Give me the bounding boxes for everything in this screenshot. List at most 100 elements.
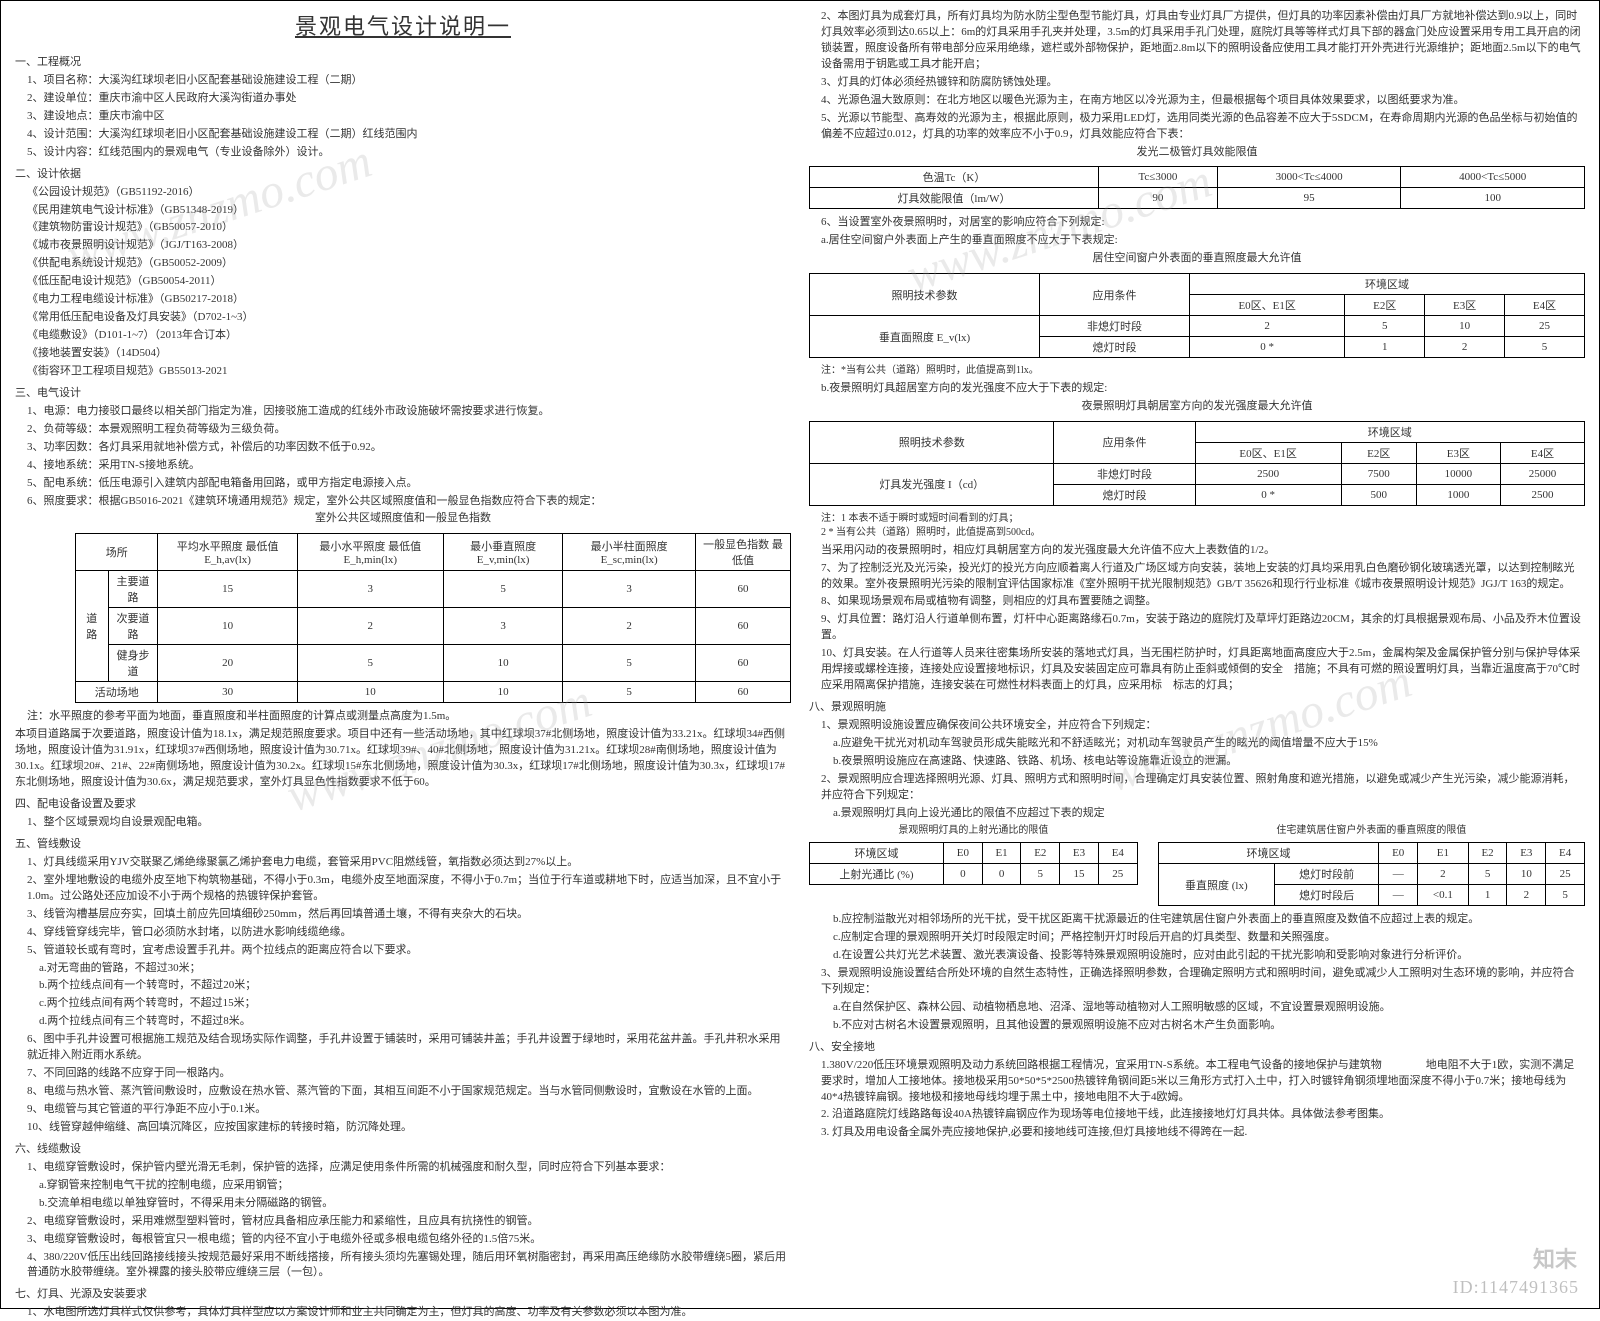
td: 10 xyxy=(1507,864,1546,885)
td: 95 xyxy=(1217,188,1401,209)
th: 最小半柱面照度 E_sc,min(lx) xyxy=(563,534,696,571)
road-para: 本项目道路属于次要道路，照度设计值为18.1x，满足规范照度要求。项目中还有一些… xyxy=(15,727,791,791)
l: 7、为了控制泛光及光污染，投光灯的投光方向应顺着离人行道及广场区域方向安装，装地… xyxy=(821,561,1585,593)
l: 1、电缆穿管敷设时，保护管内壁光滑无毛刺，保护管的选择，应满足使用条件所需的机械… xyxy=(27,1160,791,1176)
ref: 《电缆敷设》（D101-1~7）（2013年合订本） xyxy=(27,328,791,344)
td: 熄灯时段 xyxy=(1054,484,1195,505)
td: 3 xyxy=(297,571,443,608)
ref: 《建筑物防雷设计规范》（GB50057-2010） xyxy=(27,220,791,236)
l: 3、功率因数：各灯具采用就地补偿方式，补偿后的功率因数不低于0.92。 xyxy=(27,440,791,456)
l: 3、景观照明设施设置结合所处环境的自然生态特性，正确选择照明参数，合理确定照明方… xyxy=(821,966,1585,998)
l: 5、设计内容：红线范围内的景观电气（专业设备除外）设计。 xyxy=(27,145,791,161)
l: a.在自然保护区、森林公园、动植物栖息地、沼泽、湿地等动植物对人工照明敏感的区域… xyxy=(833,1000,1585,1016)
th: E4区 xyxy=(1500,442,1584,463)
l: 3、线管沟槽基层应夯实，回填土前应先回填细砂250mm，然后再回填普通土壤，不得… xyxy=(27,907,791,923)
td: Tc≤3000 xyxy=(1098,167,1217,188)
h-s5: 五、管线敷设 xyxy=(15,837,791,853)
left-column: 景观电气设计说明一 一、工程概况 1、项目名称：大溪沟红球坝老旧小区配套基础设施… xyxy=(15,9,791,1300)
td: 60 xyxy=(695,608,790,645)
td: 3 xyxy=(443,608,563,645)
td: 1 xyxy=(1468,885,1507,906)
th: E2区 xyxy=(1345,295,1425,316)
td: 15 xyxy=(158,571,297,608)
t3-caption: 居住空间窗户外表面的垂直照度最大允许值 xyxy=(809,251,1585,267)
l: 八、景观照明施 xyxy=(809,700,1585,716)
th: 环境区域 xyxy=(1195,421,1584,442)
l: 7、不同回路的线路不应穿于同一根路内。 xyxy=(27,1066,791,1082)
th: E0区、E1区 xyxy=(1195,442,1341,463)
h-s7: 七、灯具、光源及安装要求 xyxy=(15,1287,791,1303)
th: 环境区域 xyxy=(810,843,944,864)
td: 色温Tc（K） xyxy=(810,167,1099,188)
t4-note: 注：1 本表不适于瞬时或短时间看到的灯具； 2 * 当有公共（道路）照明时，此值… xyxy=(821,512,1585,541)
l: 5、配电系统：低压电源引入建筑内部配电箱备用回路，或甲方指定电源接入点。 xyxy=(27,476,791,492)
l: 2、建设单位：重庆市渝中区人民政府大溪沟街道办事处 xyxy=(27,91,791,107)
l: 8、如果现场景观布局或植物有调整，则相应的灯具布置要随之调整。 xyxy=(821,594,1585,610)
td: 25 xyxy=(1505,316,1585,337)
l: a.应避免干扰光对机动车驾驶员形成失能眩光和不舒适眩光；对机动车驾驶员产生的眩光… xyxy=(833,736,1585,752)
l: a.居住空间窗户外表面上产生的垂直面照度不应大于下表规定: xyxy=(821,233,1585,249)
l: 4、380/220V低压出线回路接线接头按规范最好采用不断线搭接，所有接头须均先… xyxy=(27,1250,791,1282)
td: 2500 xyxy=(1195,463,1341,484)
l: 3. 灯具及用电设备全属外壳应接地保护,必要和接地线可连接,但灯具接地线不得跨在… xyxy=(821,1125,1585,1141)
td: — xyxy=(1379,885,1418,906)
td: 活动场地 xyxy=(76,682,158,703)
td: 5 xyxy=(563,645,696,682)
th: E1 xyxy=(1418,843,1469,864)
th: E1 xyxy=(982,843,1021,864)
th: E3 xyxy=(1507,843,1546,864)
td: 5 xyxy=(297,645,443,682)
td: 60 xyxy=(695,645,790,682)
l: 八、安全接地 xyxy=(809,1040,1585,1056)
td: 道路 xyxy=(76,571,109,682)
td: 熄灯时段后 xyxy=(1274,885,1378,906)
l: 3、电缆穿管敷设时，每根管宜只一根电缆；管的内径不宜小于电缆外径或多根电缆包络外… xyxy=(27,1232,791,1248)
td: 20 xyxy=(158,645,297,682)
td: 5 xyxy=(1505,337,1585,358)
ref: 《接地装置安装》（14D504） xyxy=(27,346,791,362)
ref: 《街容环卫工程项目规范》GB55013-2021 xyxy=(27,364,791,380)
l: a.穿钢管来控制电气干扰的控制电缆，应采用钢管； xyxy=(39,1178,791,1194)
l: 6、照度要求：根据GB5016-2021《建筑环境通用规范》规定，室外公共区域照… xyxy=(27,494,791,510)
td: 健身步道 xyxy=(108,645,158,682)
p: 2、本图灯具为成套灯具，所有灯具均为防水防尘型色型节能灯具，灯具由专业灯具厂方提… xyxy=(821,9,1585,73)
td: 100 xyxy=(1401,188,1585,209)
ref: 《电力工程电缆设计标准》（GB50217-2018） xyxy=(27,292,791,308)
td: 25 xyxy=(1546,864,1585,885)
h-basis: 二、设计依据 xyxy=(15,167,791,183)
ref: 《公园设计规范》（GB51192-2016） xyxy=(27,185,791,201)
footer-id: ID:1147491365 xyxy=(1453,1277,1579,1298)
td: 2 xyxy=(1190,316,1345,337)
ref: 《民用建筑电气设计标准》（GB51348-2019） xyxy=(27,203,791,219)
p: 3、灯具的灯体必须经热镀锌和防腐防锈蚀处理。 xyxy=(821,75,1585,91)
td: 30 xyxy=(158,682,297,703)
td: 25 xyxy=(1098,864,1137,885)
td: 熄灯时段 xyxy=(1040,337,1190,358)
l: 1、灯具线缆采用YJV交联聚乙烯绝缘聚氯乙烯护套电力电缆，套管采用PVC阻燃线管… xyxy=(27,855,791,871)
th: 一般显色指数 最低值 xyxy=(695,534,790,571)
th: 照明技术参数 xyxy=(810,274,1040,316)
l: 2、负荷等级：本景观照明工程负荷等级为三级负荷。 xyxy=(27,422,791,438)
td: 60 xyxy=(695,682,790,703)
h-s6: 六、线缆敷设 xyxy=(15,1142,791,1158)
ref: 《供配电系统设计规范》（GB50052-2009） xyxy=(27,256,791,272)
l: b.应控制溢散光对相邻场所的光干扰，受干扰区距离干扰源最近的住宅建筑居住窗户外表… xyxy=(833,912,1585,928)
td: 3000<Tc≤4000 xyxy=(1217,167,1401,188)
td: 2500 xyxy=(1500,484,1584,505)
td: 60 xyxy=(695,571,790,608)
l: d.两个拉线点间有三个转弯时，不超过8米。 xyxy=(39,1014,791,1030)
th: E2 xyxy=(1468,843,1507,864)
th: 环境区域 xyxy=(1190,274,1585,295)
td: 10000 xyxy=(1416,463,1500,484)
th: 环境区域 xyxy=(1158,843,1379,864)
td: 0 * xyxy=(1190,337,1345,358)
l: b.夜景照明设施应在高速路、快速路、铁路、机场、核电站等设施靠近设立的泄漏。 xyxy=(833,754,1585,770)
td: 0 xyxy=(943,864,982,885)
td: 5 xyxy=(443,571,563,608)
td: 15 xyxy=(1060,864,1099,885)
ref: 《城市夜景照明设计规范》（JGJ/T163-2008） xyxy=(27,238,791,254)
t1-note: 注：水平照度的参考平面为地面，垂直照度和半柱面照度的计算点或测量点高度为1.5m… xyxy=(27,709,791,725)
th: E3 xyxy=(1060,843,1099,864)
td: — xyxy=(1379,864,1418,885)
td: 非熄灯时段 xyxy=(1040,316,1190,337)
